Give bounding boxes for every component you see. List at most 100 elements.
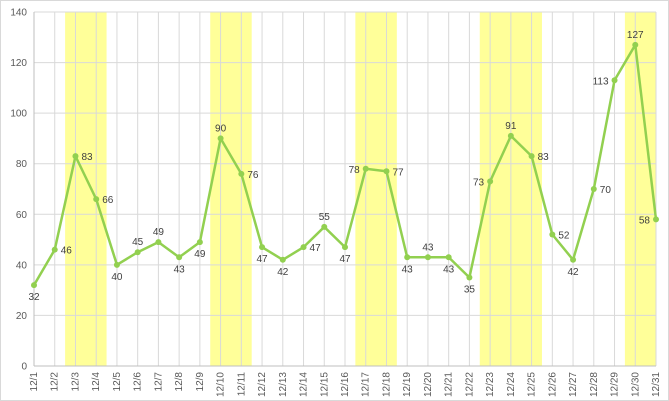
data-label: 49 bbox=[153, 227, 165, 238]
x-tick-label: 12/31 bbox=[651, 372, 662, 397]
data-point bbox=[424, 254, 431, 261]
x-tick-label: 12/6 bbox=[133, 372, 144, 392]
data-label: 90 bbox=[215, 123, 227, 134]
x-tick-label: 12/15 bbox=[319, 372, 330, 397]
data-label: 47 bbox=[257, 254, 269, 265]
data-label: 46 bbox=[61, 246, 73, 257]
data-label: 32 bbox=[28, 292, 40, 303]
data-point bbox=[51, 246, 58, 253]
data-label: 70 bbox=[600, 185, 612, 196]
x-tick-label: 12/23 bbox=[485, 372, 496, 397]
y-tick-label: 20 bbox=[16, 311, 28, 322]
x-tick-label: 12/14 bbox=[299, 372, 310, 397]
data-point bbox=[549, 231, 556, 238]
data-label: 52 bbox=[558, 231, 570, 242]
y-tick-label: 80 bbox=[16, 159, 28, 170]
x-tick-label: 12/11 bbox=[236, 372, 247, 397]
data-point bbox=[362, 165, 369, 172]
data-label: 49 bbox=[194, 249, 206, 260]
y-tick-label: 60 bbox=[16, 210, 28, 221]
y-tick-label: 120 bbox=[10, 58, 27, 69]
data-point bbox=[487, 178, 494, 185]
x-tick-label: 12/12 bbox=[257, 372, 268, 397]
data-point bbox=[507, 132, 514, 139]
data-point bbox=[196, 239, 203, 246]
y-tick-label: 140 bbox=[10, 8, 27, 19]
x-tick-label: 12/3 bbox=[70, 372, 81, 392]
data-point bbox=[528, 153, 535, 160]
data-label: 42 bbox=[277, 267, 289, 278]
data-point bbox=[300, 244, 307, 251]
data-label: 43 bbox=[443, 264, 455, 275]
data-point bbox=[93, 196, 100, 203]
data-point bbox=[155, 239, 162, 246]
data-point bbox=[279, 256, 286, 263]
x-tick-label: 12/10 bbox=[216, 372, 227, 397]
data-point bbox=[176, 254, 183, 261]
data-label: 113 bbox=[593, 76, 609, 87]
x-tick-label: 12/1 bbox=[29, 372, 40, 392]
x-tick-label: 12/2 bbox=[50, 372, 61, 392]
y-tick-label: 0 bbox=[21, 362, 27, 373]
data-point bbox=[217, 135, 224, 142]
data-label: 35 bbox=[464, 285, 476, 296]
data-label: 43 bbox=[174, 264, 186, 275]
data-label: 42 bbox=[568, 267, 580, 278]
data-point bbox=[445, 254, 452, 261]
data-label: 47 bbox=[310, 243, 322, 254]
data-point bbox=[611, 77, 618, 84]
data-point bbox=[653, 216, 659, 223]
data-point bbox=[342, 244, 348, 251]
data-label: 78 bbox=[349, 165, 361, 176]
data-label: 91 bbox=[505, 121, 517, 132]
data-point bbox=[590, 186, 597, 192]
data-label: 83 bbox=[81, 152, 93, 163]
data-label: 76 bbox=[247, 170, 259, 181]
data-label: 58 bbox=[639, 215, 651, 226]
data-point bbox=[466, 274, 473, 281]
x-tick-label: 12/7 bbox=[153, 372, 164, 392]
x-tick-label: 12/19 bbox=[402, 372, 413, 397]
data-label: 43 bbox=[402, 264, 414, 275]
highlight-band bbox=[65, 12, 107, 366]
data-point bbox=[570, 256, 577, 263]
data-point bbox=[238, 170, 245, 177]
x-tick-label: 12/16 bbox=[340, 372, 351, 397]
y-tick-label: 40 bbox=[16, 260, 28, 271]
x-tick-label: 12/13 bbox=[278, 372, 289, 397]
x-tick-label: 12/24 bbox=[506, 372, 517, 397]
x-tick-label: 12/18 bbox=[381, 372, 392, 397]
data-label: 40 bbox=[111, 272, 123, 283]
x-tick-label: 12/26 bbox=[547, 372, 558, 397]
data-label: 127 bbox=[627, 30, 644, 41]
data-point bbox=[383, 168, 390, 175]
data-label: 45 bbox=[132, 237, 144, 248]
highlight-band bbox=[624, 12, 656, 366]
data-point bbox=[259, 244, 266, 251]
data-label: 47 bbox=[339, 254, 351, 265]
data-label: 43 bbox=[422, 242, 434, 253]
x-tick-label: 12/8 bbox=[174, 372, 185, 392]
data-label: 66 bbox=[102, 195, 114, 206]
x-tick-label: 12/27 bbox=[568, 372, 579, 397]
data-label: 83 bbox=[538, 152, 550, 163]
data-point bbox=[72, 153, 79, 160]
x-tick-label: 12/21 bbox=[444, 372, 455, 397]
x-tick-label: 12/29 bbox=[610, 372, 621, 397]
data-label: 73 bbox=[473, 177, 485, 188]
x-tick-label: 12/9 bbox=[195, 372, 206, 392]
y-tick-label: 100 bbox=[10, 109, 27, 120]
x-tick-label: 12/28 bbox=[589, 372, 600, 397]
data-point bbox=[404, 254, 411, 261]
x-tick-label: 12/17 bbox=[361, 372, 372, 397]
data-point bbox=[632, 41, 639, 48]
data-label: 55 bbox=[319, 212, 331, 223]
x-tick-label: 12/20 bbox=[423, 372, 434, 397]
data-point bbox=[134, 249, 141, 256]
x-tick-label: 12/25 bbox=[527, 372, 538, 397]
x-tick-label: 12/5 bbox=[112, 372, 123, 392]
x-tick-label: 12/4 bbox=[91, 372, 102, 392]
data-label: 77 bbox=[392, 167, 404, 178]
